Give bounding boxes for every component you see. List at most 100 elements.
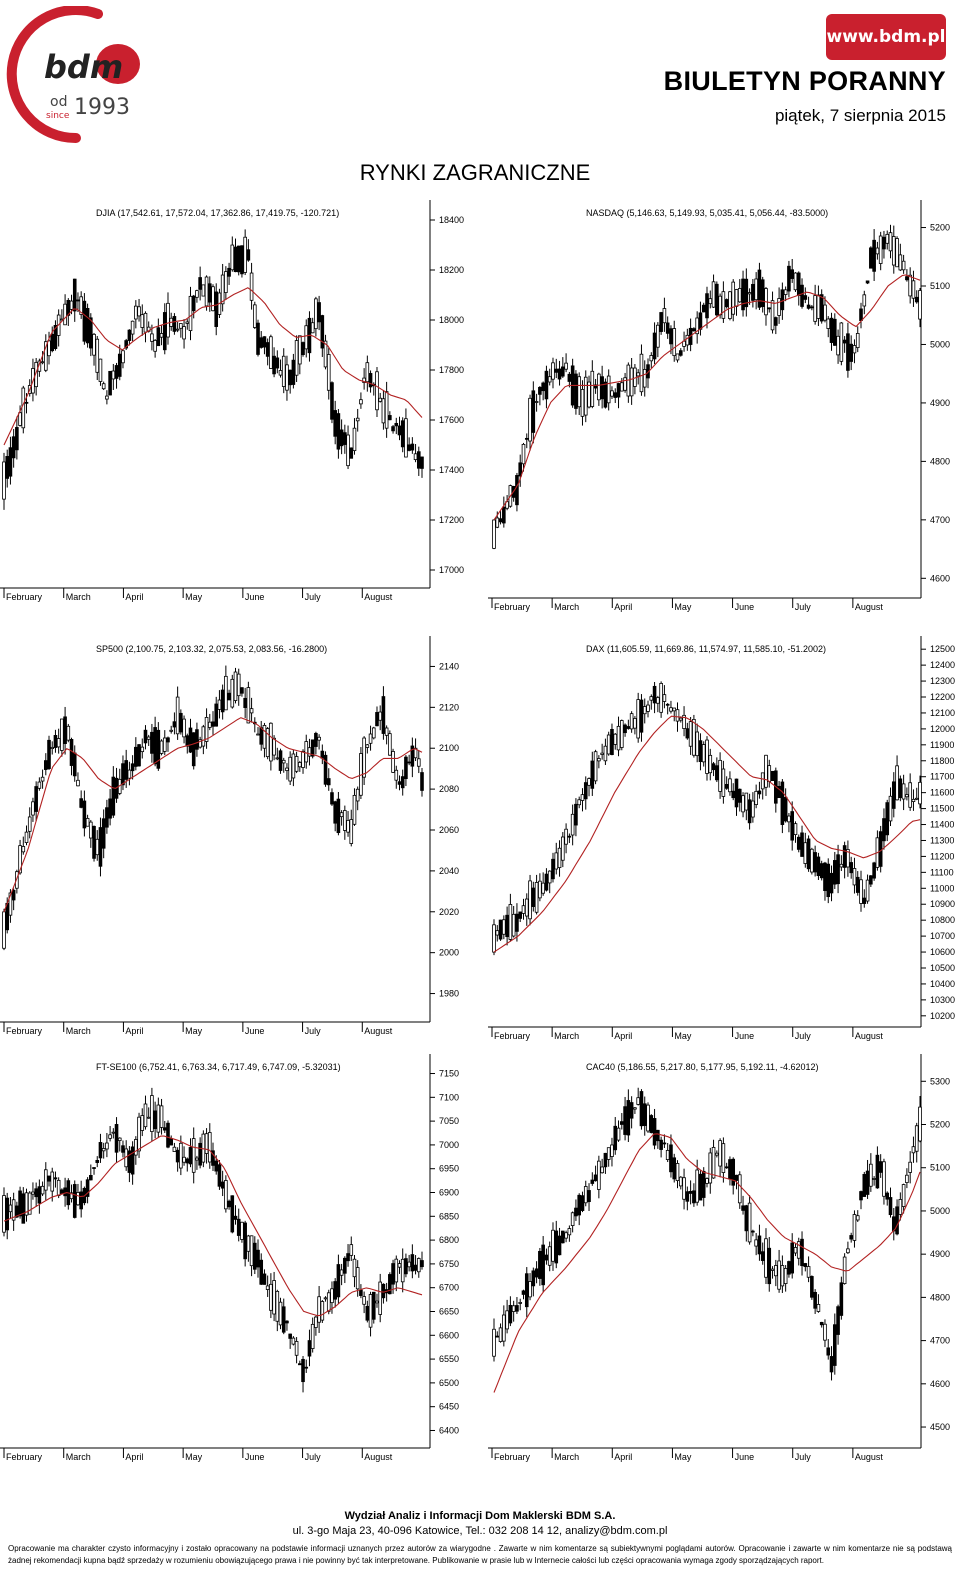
y-tick-label: 7050 <box>439 1116 459 1126</box>
candle-body <box>800 1238 804 1267</box>
candle-body <box>869 1163 873 1187</box>
candle-body <box>642 706 647 715</box>
candle-body <box>420 772 424 791</box>
candle-body <box>191 732 196 767</box>
candle-body <box>603 381 608 408</box>
candle-body <box>590 370 595 407</box>
candle-body <box>846 1248 850 1254</box>
candle-body <box>127 769 132 779</box>
candle-body <box>339 429 344 447</box>
candle-body <box>166 737 170 743</box>
candle-body <box>678 717 683 721</box>
candle-body <box>885 802 890 836</box>
bulletin-date: piątek, 7 sierpnia 2015 <box>774 106 946 125</box>
candle-body <box>278 1301 283 1326</box>
y-tick-label: 17400 <box>439 465 464 475</box>
candle-body <box>901 783 906 800</box>
candle-body <box>172 721 177 728</box>
candle-body <box>642 1103 647 1126</box>
candle-body <box>852 345 857 354</box>
candle-body <box>31 1191 35 1195</box>
candle-body <box>767 765 772 782</box>
candle-body <box>757 1235 762 1255</box>
candle-body <box>60 718 64 751</box>
candle-body <box>18 412 22 426</box>
candle-body <box>82 800 87 829</box>
y-tick-label: 12300 <box>930 676 955 686</box>
y-tick-label: 6400 <box>439 1425 459 1435</box>
candle-body <box>898 254 903 271</box>
candle-body <box>220 689 225 713</box>
candle-body <box>597 373 601 401</box>
candle-body <box>60 1189 64 1195</box>
candle-body <box>236 245 241 273</box>
candle-body <box>172 1146 177 1152</box>
candle-body <box>577 376 582 408</box>
y-tick-label: 17000 <box>439 565 464 575</box>
candle-body <box>150 333 154 342</box>
candle-body <box>317 302 321 323</box>
y-tick-label: 10800 <box>930 915 955 925</box>
candle-body <box>518 911 523 919</box>
candle-body <box>371 1291 376 1320</box>
candle-body <box>747 292 752 295</box>
candle-body <box>211 1150 215 1166</box>
candle-body <box>18 845 22 874</box>
candle-body <box>378 1281 382 1315</box>
candle-body <box>787 265 791 292</box>
candle-body <box>557 847 562 868</box>
candle-body <box>823 304 827 321</box>
candle-body <box>888 795 893 822</box>
moving-average-line <box>3 1135 423 1317</box>
candle-body <box>675 1163 680 1181</box>
candle-body <box>633 1107 637 1110</box>
candle-body <box>24 1192 29 1216</box>
candle-body <box>619 1121 624 1125</box>
candle-body <box>744 278 749 308</box>
candle-body <box>92 1167 96 1169</box>
site-url-badge[interactable]: www.bdm.pl <box>826 14 946 60</box>
candle-body <box>521 443 526 465</box>
bdm-logo: bdm od since 1993 <box>6 5 146 146</box>
month-label: February <box>494 602 531 612</box>
candle-body <box>616 725 621 751</box>
candle-body <box>175 696 180 735</box>
candle-body <box>636 1097 640 1105</box>
candle-body <box>846 849 850 868</box>
candle-body <box>50 1171 55 1192</box>
sp500-chart: SP500 (2,100.75, 2,103.32, 2,075.53, 2,0… <box>0 636 470 1041</box>
month-label: August <box>855 1452 884 1462</box>
candle-body <box>333 801 337 824</box>
candle-body <box>718 295 722 316</box>
candle-body <box>918 1106 922 1142</box>
candle-body <box>492 519 496 549</box>
candles <box>492 1087 922 1381</box>
candle-body <box>711 281 716 308</box>
candle-body <box>731 790 736 799</box>
candle-body <box>606 1147 611 1160</box>
candle-body <box>613 392 618 398</box>
candle-body <box>872 862 876 879</box>
candle-body <box>256 1249 260 1268</box>
candle-body <box>111 370 116 380</box>
candle-body <box>551 1229 555 1262</box>
candle-body <box>701 1170 706 1198</box>
candle-body <box>416 758 421 767</box>
candle-body <box>362 737 366 778</box>
candle-body <box>24 401 29 404</box>
y-tick-label: 4600 <box>930 1379 950 1389</box>
candle-body <box>243 697 247 708</box>
candle-body <box>796 272 801 296</box>
candle-body <box>47 1175 51 1182</box>
candle-body <box>420 1260 424 1268</box>
candle-body <box>619 382 624 392</box>
y-tick-label: 17800 <box>439 365 464 375</box>
candle-body <box>37 781 42 789</box>
candle-body <box>583 376 588 416</box>
candle-body <box>905 1174 909 1183</box>
candle-body <box>34 1188 38 1198</box>
candle-body <box>294 756 299 772</box>
candle-body <box>44 760 48 770</box>
candle-body <box>355 417 360 422</box>
candle-body <box>130 763 135 772</box>
